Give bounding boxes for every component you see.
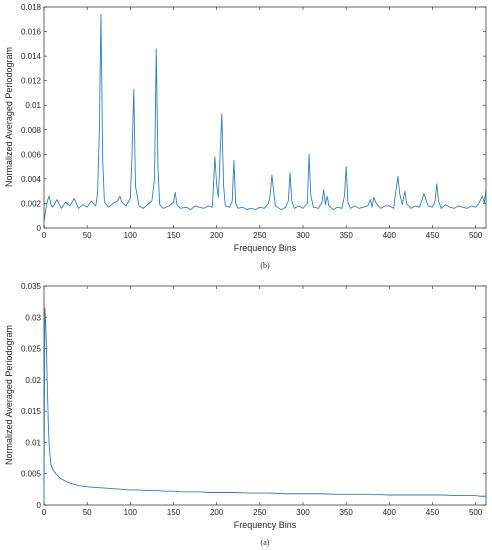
- series-line: [43, 13, 487, 224]
- y-tick-label: 0.008: [21, 126, 42, 135]
- y-tick-label: 0.005: [21, 470, 42, 479]
- x-tick-label: 150: [167, 508, 181, 517]
- x-tick-label: 450: [426, 508, 440, 517]
- y-tick-label: 0.012: [21, 77, 42, 86]
- y-tick-label: 0.002: [21, 199, 42, 208]
- x-tick-label: 350: [339, 508, 353, 517]
- series-a: [43, 307, 486, 502]
- plot-area-b: [43, 6, 487, 229]
- x-tick-label: 200: [210, 231, 224, 240]
- x-tick-label: 500: [469, 508, 483, 517]
- y-tick-label: 0.02: [25, 376, 41, 385]
- y-tick-label: 0.01: [25, 101, 41, 110]
- x-tick-label: 300: [296, 508, 310, 517]
- x-tick-label: 0: [42, 508, 47, 517]
- y-axis-ticks-a: 0 0.005 0.01 0.015 0.02 0.025 0.03 0.035: [21, 282, 486, 510]
- y-tick-label: 0.004: [21, 175, 42, 184]
- x-axis-title-a: Frequency Bins: [234, 520, 297, 530]
- y-axis-ticks-b: 0 0.002 0.004 0.006 0.008 0.01 0.012 0.014 0.016…: [21, 3, 486, 233]
- x-tick-label: 50: [83, 231, 92, 240]
- y-tick-label: 0.025: [21, 345, 42, 354]
- x-tick-label: 50: [83, 508, 92, 517]
- series-line: [43, 307, 486, 502]
- x-axis-ticks-b: 0 50 100 150 200 250 300 350 400 450 500: [42, 7, 483, 240]
- x-tick-label: 0: [42, 231, 47, 240]
- y-tick-label: 0: [37, 501, 42, 510]
- chart-panel-a: 0 0.005 0.01 0.015 0.02 0.025 0.03 0.035 0 50 100…: [4, 282, 487, 547]
- x-tick-label: 100: [124, 231, 138, 240]
- y-tick-label: 0.014: [21, 52, 42, 61]
- y-tick-label: 0.035: [21, 282, 42, 291]
- y-axis-title-b: Normalized Averaged Periodogram: [4, 47, 14, 187]
- y-tick-label: 0.01: [25, 438, 41, 447]
- y-tick-label: 0: [37, 224, 42, 233]
- panel-caption-a: (a): [261, 538, 270, 547]
- x-tick-label: 400: [383, 231, 397, 240]
- x-tick-label: 150: [167, 231, 181, 240]
- x-tick-label: 450: [426, 231, 440, 240]
- x-tick-label: 300: [296, 231, 310, 240]
- series-b: [43, 13, 487, 224]
- y-tick-label: 0.03: [25, 313, 41, 322]
- x-tick-label: 100: [124, 508, 138, 517]
- x-axis-ticks-a: 0 50 100 150 200 250 300 350 400 450 500: [42, 286, 483, 517]
- x-tick-label: 350: [339, 231, 353, 240]
- y-tick-label: 0.016: [21, 28, 42, 37]
- x-tick-label: 200: [210, 508, 224, 517]
- y-tick-label: 0.006: [21, 150, 42, 159]
- x-tick-label: 250: [253, 231, 267, 240]
- x-tick-label: 500: [469, 231, 483, 240]
- x-tick-label: 400: [383, 508, 397, 517]
- y-axis-title-a: Normalized Averaged Periodogram: [4, 325, 14, 465]
- x-tick-label: 250: [253, 508, 267, 517]
- y-tick-label: 0.018: [21, 3, 42, 12]
- chart-panel-b: 0 0.002 0.004 0.006 0.008 0.01 0.012 0.014 0.016…: [4, 3, 487, 270]
- plot-area-a: [43, 285, 487, 506]
- y-tick-label: 0.015: [21, 407, 42, 416]
- x-axis-title-b: Frequency Bins: [234, 243, 297, 253]
- panel-caption-b: (b): [260, 261, 270, 270]
